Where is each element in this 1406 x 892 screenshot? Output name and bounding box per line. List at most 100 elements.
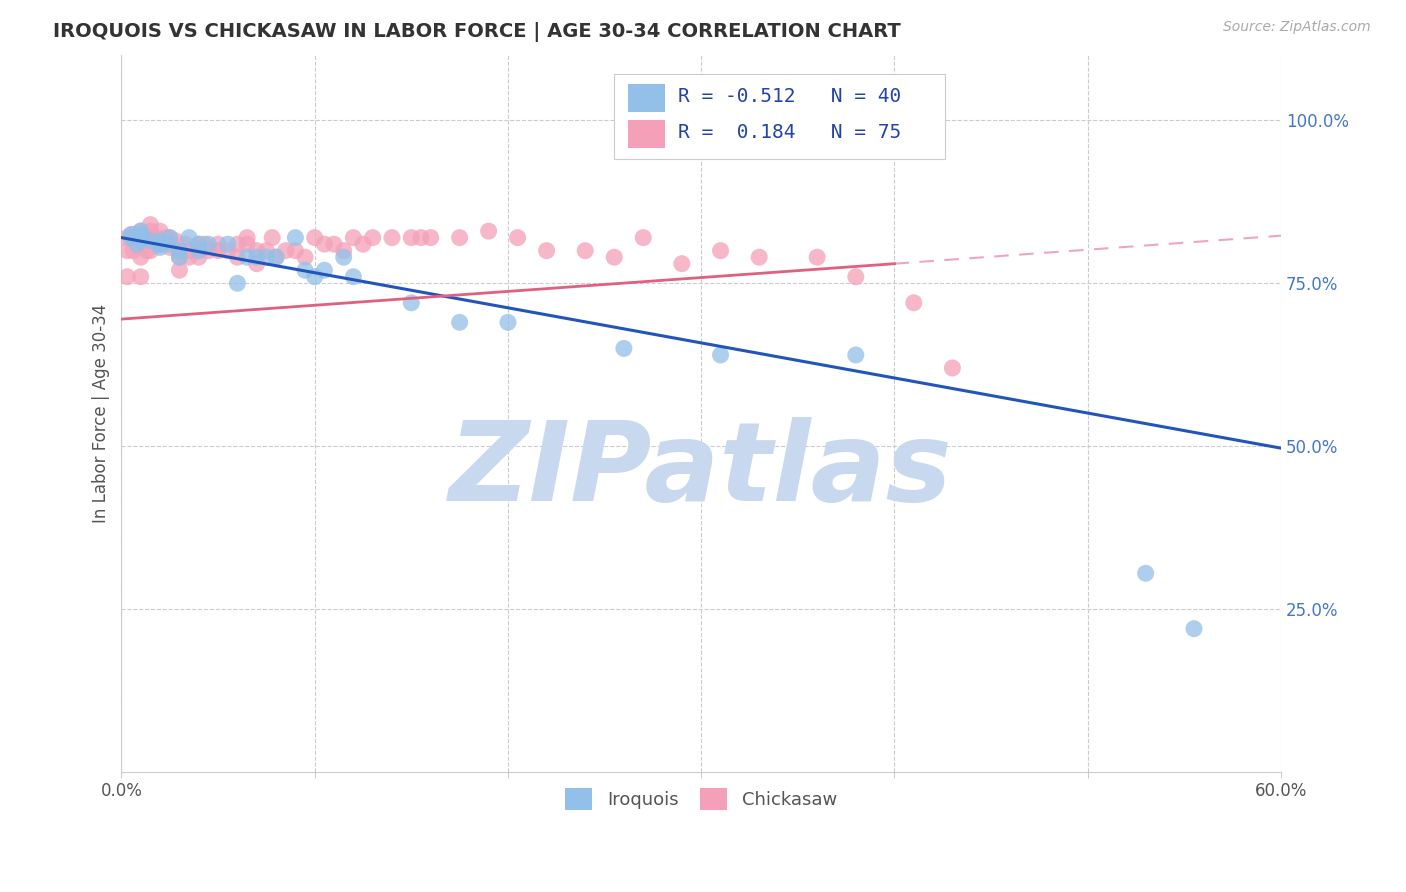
Point: [174, 237, 197, 252]
Point: [129, 269, 152, 284]
Point: [314, 237, 336, 252]
Point: [409, 230, 432, 244]
Point: [159, 230, 181, 244]
Point: [264, 250, 287, 264]
Point: [177, 244, 200, 258]
Point: [169, 244, 191, 258]
Point: [129, 230, 152, 244]
Point: [246, 250, 269, 264]
Point: [246, 244, 269, 258]
Point: [197, 244, 219, 258]
Point: [135, 244, 157, 258]
Point: [129, 230, 152, 244]
Point: [129, 224, 152, 238]
Point: [155, 230, 177, 244]
Point: [709, 244, 731, 258]
Point: [236, 230, 259, 244]
Text: IROQUOIS VS CHICKASAW IN LABOR FORCE | AGE 30-34 CORRELATION CHART: IROQUOIS VS CHICKASAW IN LABOR FORCE | A…: [53, 22, 901, 42]
Point: [709, 348, 731, 362]
Point: [187, 237, 209, 252]
Point: [149, 240, 172, 254]
Point: [496, 315, 519, 329]
Point: [342, 230, 364, 244]
Point: [129, 250, 152, 264]
Bar: [628, 120, 665, 148]
Point: [294, 263, 316, 277]
Point: [115, 230, 138, 244]
Point: [304, 230, 326, 244]
Point: [139, 244, 162, 258]
Point: [314, 263, 336, 277]
Point: [177, 230, 200, 244]
Point: [187, 250, 209, 264]
Point: [449, 230, 471, 244]
Point: [187, 237, 209, 252]
Point: [217, 244, 239, 258]
Point: [748, 250, 770, 264]
Point: [149, 237, 172, 252]
Point: [159, 237, 181, 252]
Point: [169, 263, 191, 277]
Point: [129, 224, 152, 238]
Point: [187, 244, 209, 258]
Point: [806, 250, 828, 264]
Point: [187, 244, 209, 258]
Point: [264, 250, 287, 264]
Point: [506, 230, 529, 244]
Point: [145, 230, 167, 244]
Point: [845, 269, 868, 284]
Point: [941, 361, 963, 376]
Point: [129, 230, 152, 244]
Point: [1135, 566, 1157, 581]
Bar: [628, 84, 665, 112]
Text: R =  0.184   N = 75: R = 0.184 N = 75: [678, 123, 901, 142]
Text: R = -0.512   N = 40: R = -0.512 N = 40: [678, 87, 901, 106]
Point: [603, 250, 626, 264]
Point: [125, 237, 148, 252]
Point: [139, 234, 162, 248]
Point: [236, 237, 259, 252]
Point: [120, 230, 142, 244]
Point: [284, 244, 307, 258]
Point: [419, 230, 441, 244]
Point: [262, 230, 284, 244]
Point: [342, 269, 364, 284]
Point: [122, 227, 145, 242]
Point: [122, 230, 145, 244]
Point: [169, 244, 191, 258]
Point: [274, 244, 297, 258]
Point: [536, 244, 558, 258]
Point: [478, 224, 501, 238]
Point: [254, 250, 277, 264]
Point: [115, 269, 138, 284]
Point: [149, 237, 172, 252]
Point: [139, 218, 162, 232]
Point: [236, 250, 259, 264]
Point: [361, 230, 384, 244]
Point: [165, 234, 187, 248]
Point: [381, 230, 404, 244]
Point: [226, 277, 249, 291]
Point: [574, 244, 596, 258]
Point: [352, 237, 374, 252]
Point: [139, 224, 162, 238]
Point: [631, 230, 654, 244]
Point: [226, 250, 249, 264]
Legend: Iroquois, Chickasaw: Iroquois, Chickasaw: [558, 780, 844, 817]
Point: [193, 237, 215, 252]
Point: [159, 230, 181, 244]
Point: [129, 227, 152, 242]
Point: [159, 240, 181, 254]
Point: [401, 295, 423, 310]
Point: [207, 237, 229, 252]
Point: [1182, 622, 1205, 636]
Point: [332, 244, 354, 258]
Text: Source: ZipAtlas.com: Source: ZipAtlas.com: [1223, 20, 1371, 34]
Point: [304, 269, 326, 284]
Point: [332, 250, 354, 264]
Y-axis label: In Labor Force | Age 30-34: In Labor Force | Age 30-34: [93, 304, 110, 524]
Point: [149, 237, 172, 252]
Point: [139, 230, 162, 244]
Point: [613, 342, 636, 356]
Point: [226, 237, 249, 252]
